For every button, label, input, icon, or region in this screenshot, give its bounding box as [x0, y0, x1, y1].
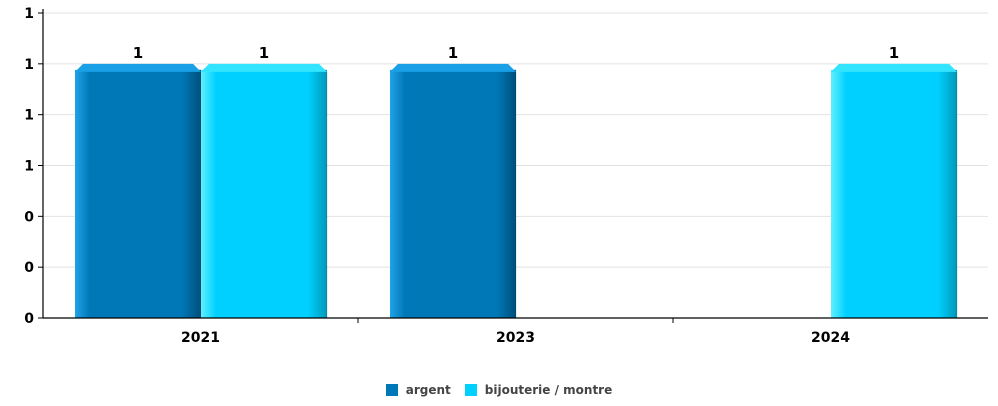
y-tick-label: 0 [24, 311, 34, 327]
data-label: 1 [133, 44, 143, 62]
bar-argent-2023[interactable] [390, 63, 517, 318]
x-tick-label: 2024 [811, 330, 850, 346]
legend-swatch-argent [385, 384, 398, 396]
y-tick-label: 1 [24, 6, 34, 22]
bar-chart: 0 0 0 1 1 1 1 2021 2023 2024 1 1 1 1 [24, 6, 988, 346]
legend-item-argent[interactable]: argent [385, 383, 451, 397]
bar-argent-2021[interactable] [75, 63, 202, 318]
legend-label-argent: argent [405, 383, 451, 397]
bar-bijouterie-montre-2021[interactable] [201, 63, 328, 318]
y-tick-label: 0 [24, 209, 34, 225]
data-label: 1 [259, 44, 269, 62]
y-tick-label: 1 [24, 57, 34, 73]
y-tick-label: 0 [24, 260, 34, 276]
y-tick-label: 1 [24, 159, 34, 175]
bars [75, 63, 958, 318]
legend-item-bijouterie-montre[interactable]: bijouterie / montre [464, 383, 613, 397]
x-tick-label: 2021 [181, 330, 220, 346]
legend-swatch-bijouterie-montre [464, 384, 477, 396]
x-tick-label: 2023 [496, 330, 535, 346]
data-labels: 1 1 1 1 [133, 44, 899, 62]
y-tick-label: 1 [24, 108, 34, 124]
bar-bijouterie-montre-2024[interactable] [831, 63, 958, 318]
legend-label-bijouterie-montre: bijouterie / montre [484, 383, 613, 397]
legend: argent bijouterie / montre [0, 383, 998, 397]
data-label: 1 [448, 44, 458, 62]
axes: 0 0 0 1 1 1 1 2021 2023 2024 [24, 6, 988, 346]
data-label: 1 [889, 44, 899, 62]
